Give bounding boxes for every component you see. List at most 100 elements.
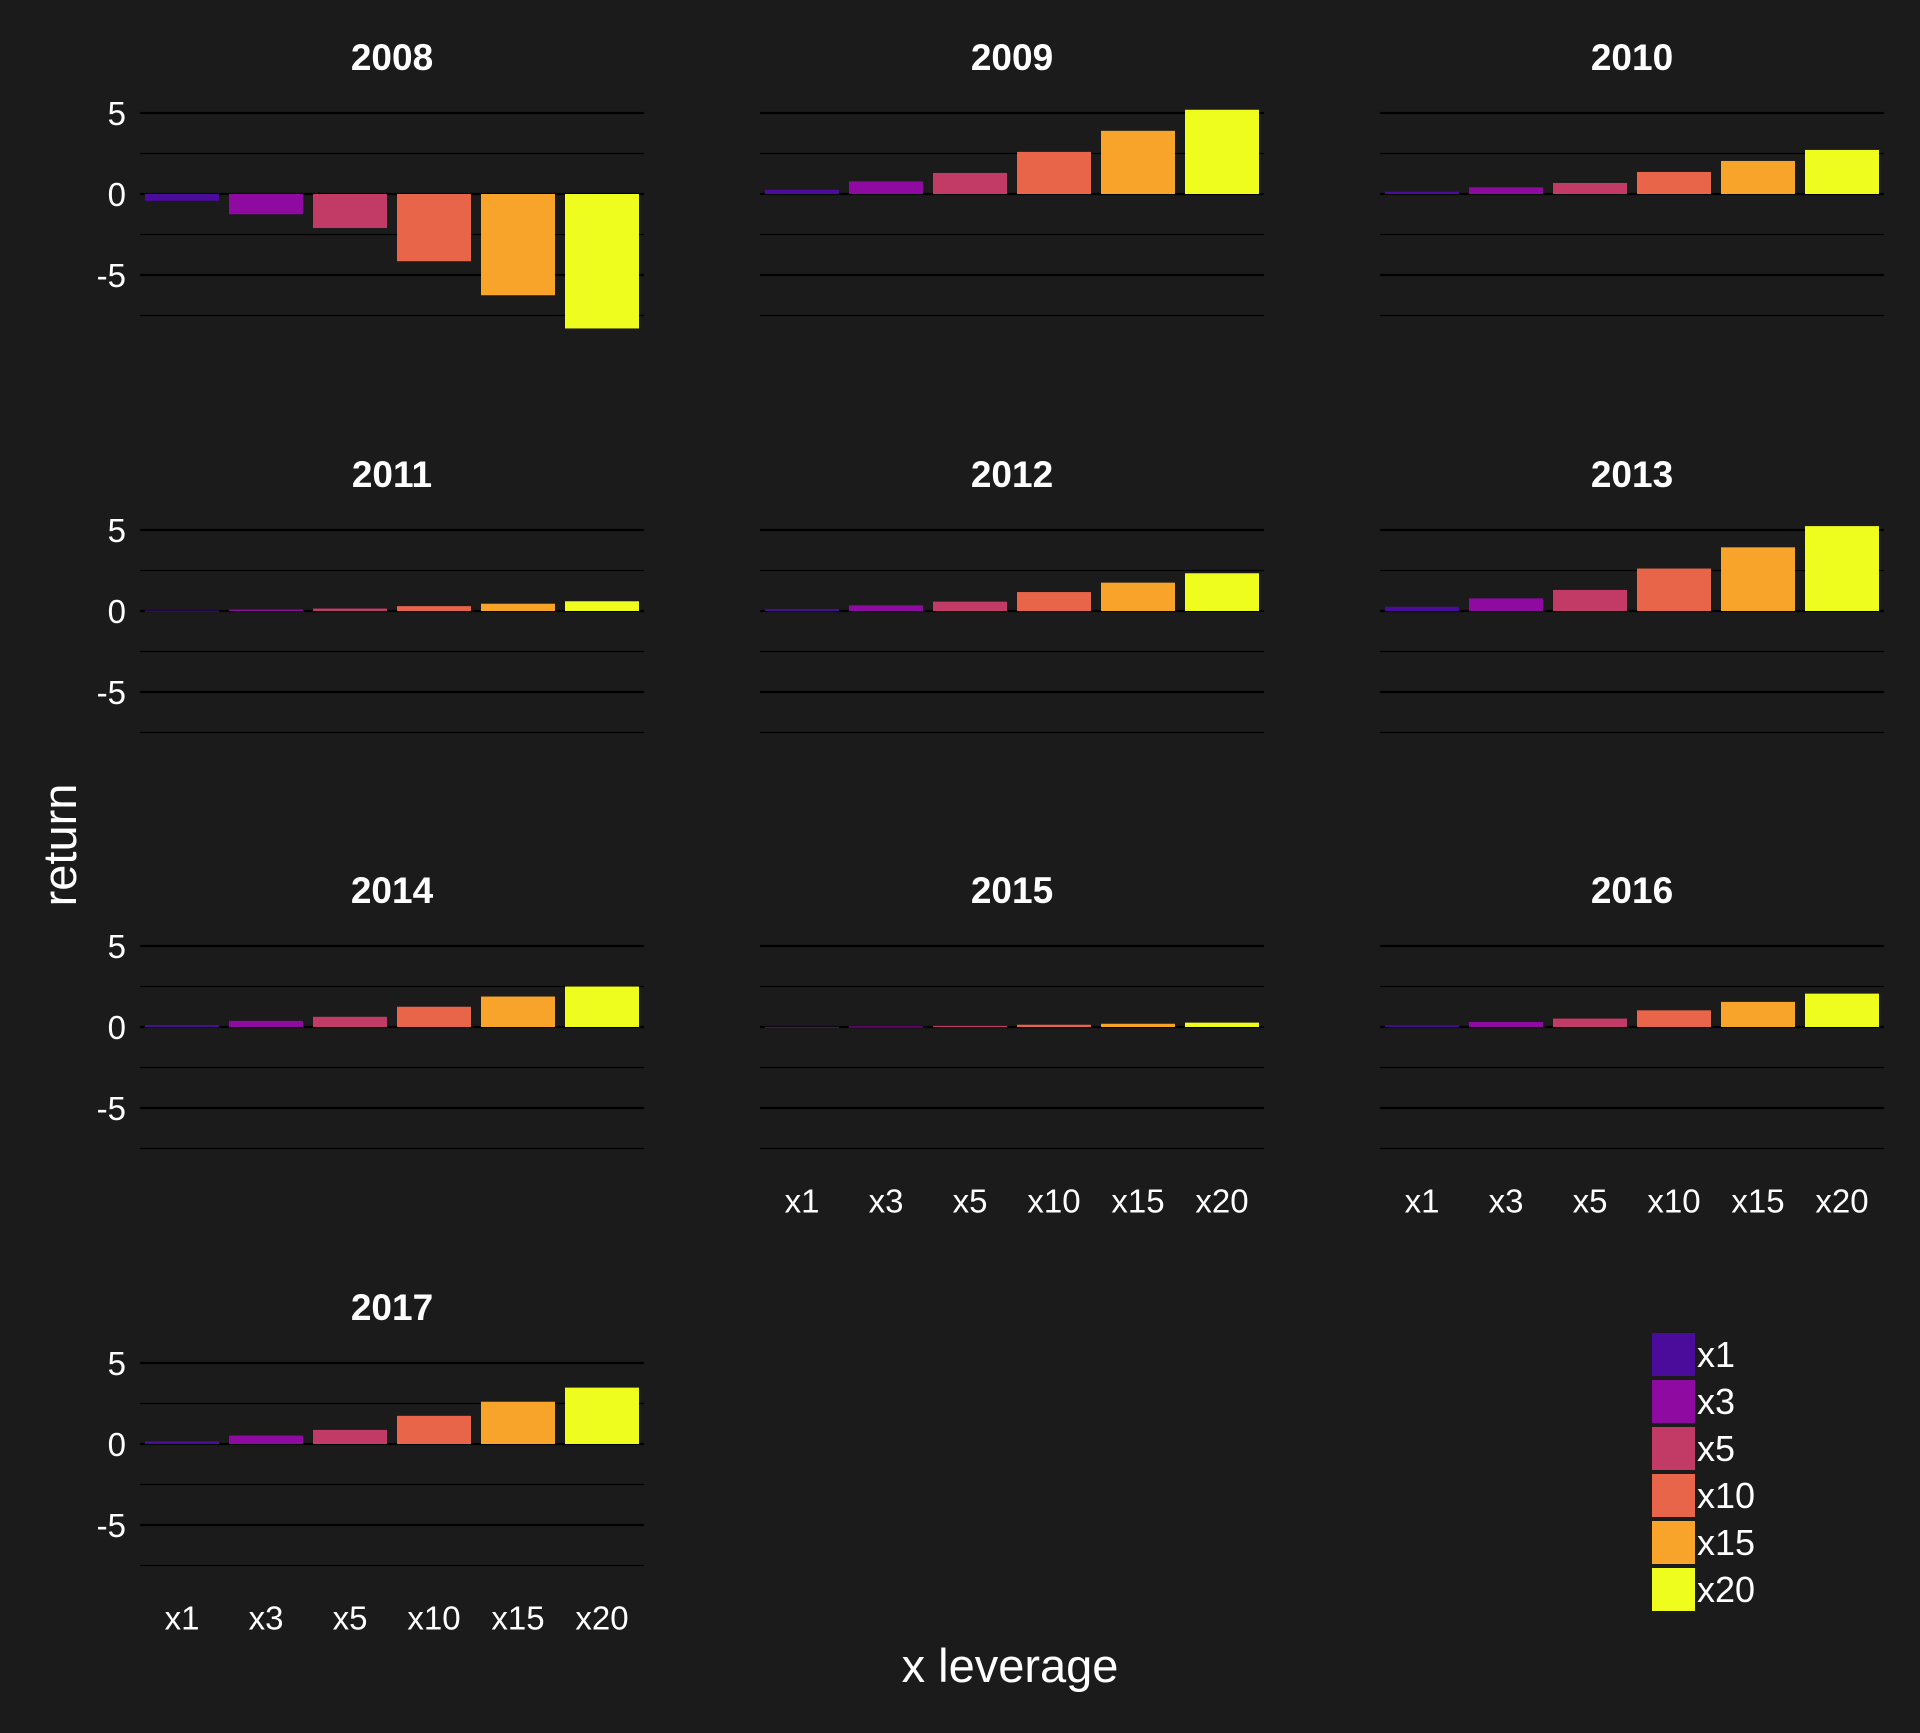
panel-title-2012: 2012 bbox=[971, 454, 1053, 495]
bar-2016-x10 bbox=[1637, 1010, 1711, 1027]
x-tick-label: x20 bbox=[575, 1600, 628, 1637]
bar-2009-x10 bbox=[1017, 151, 1091, 194]
bar-2008-x5 bbox=[313, 194, 387, 229]
x-axis-title: x leverage bbox=[902, 1639, 1119, 1692]
legend-label-x10: x10 bbox=[1697, 1475, 1755, 1516]
y-tick-label: 0 bbox=[108, 176, 126, 213]
legend-label-x5: x5 bbox=[1697, 1428, 1735, 1469]
x-tick-label: x1 bbox=[1405, 1183, 1440, 1220]
legend-key-x10 bbox=[1652, 1474, 1695, 1517]
x-tick-label: x15 bbox=[491, 1600, 544, 1637]
facet-panel-2010: 2010 bbox=[1380, 37, 1884, 317]
bar-2016-x5 bbox=[1553, 1018, 1627, 1027]
bar-2012-x3 bbox=[849, 605, 923, 611]
facet-panel-2017: 2017 5 0 -5 x1 x3 x5 x10 x15 x20 bbox=[97, 1287, 644, 1637]
facet-panel-2011: 2011 5 0 -5 bbox=[97, 454, 644, 734]
bar-2010-x10 bbox=[1637, 171, 1711, 194]
legend-key-x1 bbox=[1652, 1333, 1695, 1376]
bar-2013-x10 bbox=[1637, 568, 1711, 611]
x-tick-label: x1 bbox=[785, 1183, 820, 1220]
bar-2015-x5 bbox=[933, 1025, 1007, 1028]
facet-panel-2013: 2013 bbox=[1380, 454, 1884, 734]
y-tick-label: 5 bbox=[108, 928, 126, 965]
bar-2008-x10 bbox=[397, 194, 471, 262]
bar-2015-x3 bbox=[849, 1026, 923, 1028]
bar-2011-x3 bbox=[229, 609, 303, 611]
bar-2009-x3 bbox=[849, 181, 923, 194]
facet-panel-2014: 2014 5 0 -5 bbox=[97, 870, 644, 1150]
panel-title-2009: 2009 bbox=[971, 37, 1053, 78]
legend-label-x20: x20 bbox=[1697, 1569, 1755, 1610]
legend: x1 x3 x5 x10 x15 x20 bbox=[1652, 1333, 1755, 1611]
bar-2016-x3 bbox=[1469, 1021, 1543, 1027]
x-tick-label: x3 bbox=[869, 1183, 904, 1220]
x-tick-label: x3 bbox=[249, 1600, 284, 1637]
bar-2013-x5 bbox=[1553, 589, 1627, 611]
x-tick-label: x5 bbox=[953, 1183, 988, 1220]
bar-2008-x15 bbox=[481, 194, 555, 296]
bar-2011-x5 bbox=[313, 608, 387, 611]
y-axis-title: return bbox=[33, 784, 86, 907]
legend-key-x20 bbox=[1652, 1568, 1695, 1611]
panel-title-2010: 2010 bbox=[1591, 37, 1673, 78]
bar-2008-x20 bbox=[565, 194, 639, 329]
bar-2012-x15 bbox=[1101, 582, 1175, 611]
bar-2013-x1 bbox=[1385, 606, 1459, 611]
bar-2013-x3 bbox=[1469, 598, 1543, 611]
bar-2009-x5 bbox=[933, 172, 1007, 194]
bar-2016-x15 bbox=[1721, 1001, 1795, 1027]
bar-2011-x1 bbox=[145, 610, 219, 612]
x-tick-label: x5 bbox=[333, 1600, 368, 1637]
bar-2017-x20 bbox=[565, 1387, 639, 1444]
bar-2014-x15 bbox=[481, 996, 555, 1027]
bar-2014-x10 bbox=[397, 1006, 471, 1027]
y-tick-label: 0 bbox=[108, 593, 126, 630]
x-tick-label: x1 bbox=[165, 1600, 200, 1637]
bar-2015-x20 bbox=[1185, 1022, 1259, 1027]
y-tick-label: -5 bbox=[97, 1090, 126, 1127]
bar-2013-x20 bbox=[1805, 526, 1879, 611]
y-tick-label: -5 bbox=[97, 257, 126, 294]
bar-2017-x10 bbox=[397, 1415, 471, 1444]
legend-key-x5 bbox=[1652, 1427, 1695, 1470]
legend-key-x3 bbox=[1652, 1380, 1695, 1423]
x-tick-label: x15 bbox=[1111, 1183, 1164, 1220]
bar-2009-x1 bbox=[765, 189, 839, 194]
facet-panel-2008: 2008 5 0 -5 bbox=[97, 37, 644, 329]
bar-2017-x1 bbox=[145, 1441, 219, 1444]
bar-2012-x10 bbox=[1017, 592, 1091, 611]
y-tick-label: 0 bbox=[108, 1009, 126, 1046]
x-tick-label: x20 bbox=[1815, 1183, 1868, 1220]
legend-label-x1: x1 bbox=[1697, 1334, 1735, 1375]
panel-title-2008: 2008 bbox=[351, 37, 433, 78]
facet-panel-2012: 2012 bbox=[760, 454, 1264, 734]
bar-2014-x1 bbox=[145, 1025, 219, 1027]
bar-2010-x1 bbox=[1385, 191, 1459, 194]
y-tick-label: 5 bbox=[108, 95, 126, 132]
bar-2010-x3 bbox=[1469, 187, 1543, 194]
bar-2017-x5 bbox=[313, 1429, 387, 1444]
panel-title-2015: 2015 bbox=[971, 870, 1053, 911]
x-tick-label: x10 bbox=[1647, 1183, 1700, 1220]
bar-2014-x3 bbox=[229, 1020, 303, 1027]
x-tick-label: x10 bbox=[1027, 1183, 1080, 1220]
panel-title-2017: 2017 bbox=[351, 1287, 433, 1328]
bar-2012-x1 bbox=[765, 609, 839, 611]
bar-2013-x15 bbox=[1721, 547, 1795, 611]
facet-panel-2016: 2016 x1 x3 x5 x10 x15 x20 bbox=[1380, 870, 1884, 1220]
bar-2010-x5 bbox=[1553, 182, 1627, 194]
bar-2012-x5 bbox=[933, 601, 1007, 611]
bar-2014-x5 bbox=[313, 1016, 387, 1027]
bar-2017-x15 bbox=[481, 1401, 555, 1444]
bar-2009-x15 bbox=[1101, 130, 1175, 194]
bar-2011-x10 bbox=[397, 606, 471, 611]
x-tick-label: x5 bbox=[1573, 1183, 1608, 1220]
legend-key-x15 bbox=[1652, 1521, 1695, 1564]
panel-title-2016: 2016 bbox=[1591, 870, 1673, 911]
bar-2016-x20 bbox=[1805, 993, 1879, 1027]
legend-label-x3: x3 bbox=[1697, 1381, 1735, 1422]
bar-2012-x20 bbox=[1185, 573, 1259, 611]
